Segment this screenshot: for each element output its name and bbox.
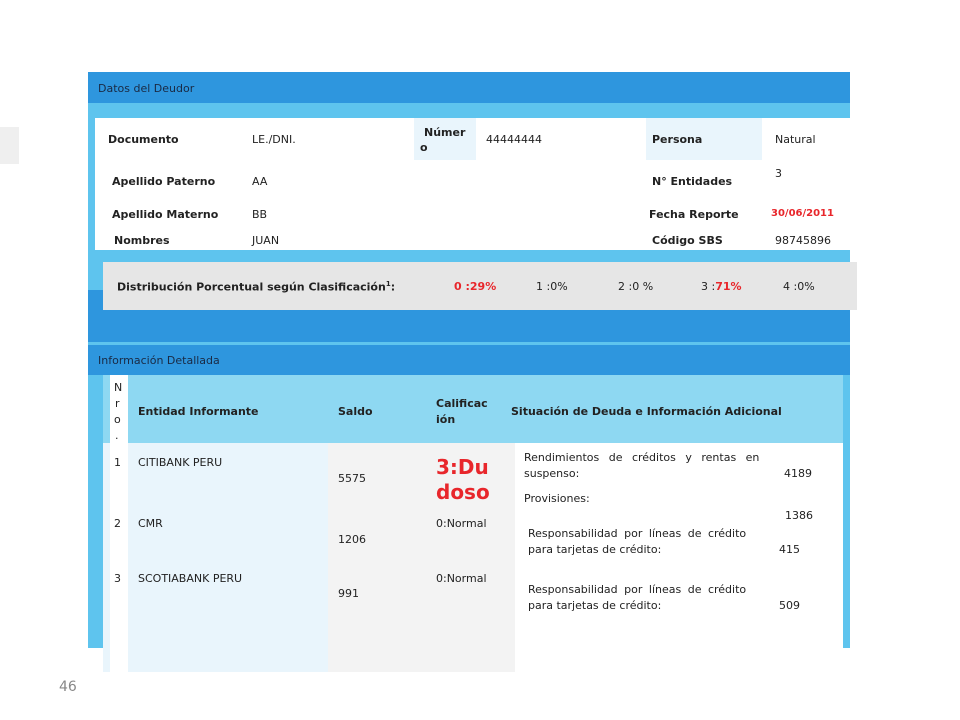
rendimientos-value: 4189 bbox=[784, 467, 812, 480]
detalle-header-band: Información Detallada bbox=[88, 345, 850, 375]
apellido-paterno-label: Apellido Paterno bbox=[112, 175, 216, 188]
fecha-reporte-label: Fecha Reporte bbox=[649, 208, 739, 221]
numero-label-line1: Númer bbox=[424, 126, 466, 139]
header-nro-1: N bbox=[114, 381, 123, 394]
distribucion-superscript: 1 bbox=[385, 280, 391, 288]
header-situacion: Situación de Deuda e Información Adicion… bbox=[511, 405, 782, 418]
row1-calificacion-1: 3:Du bbox=[436, 455, 489, 479]
detalle-table-header bbox=[103, 375, 843, 443]
clasificacion-3: 3 :71% bbox=[701, 280, 742, 293]
nombres-label: Nombres bbox=[114, 234, 170, 247]
clasificacion-2: 2 :0 % bbox=[618, 280, 654, 293]
header-nro-4: . bbox=[115, 429, 119, 442]
apellido-materno-label: Apellido Materno bbox=[112, 208, 219, 221]
rendimientos-line1: Rendimientos de créditos y rentas en bbox=[524, 451, 760, 464]
header-nro-3: o bbox=[114, 413, 121, 426]
row3-calificacion: 0:Normal bbox=[436, 572, 487, 585]
header-saldo: Saldo bbox=[338, 405, 373, 418]
apellido-paterno-value: AA bbox=[252, 175, 268, 188]
numero-label-line2: o bbox=[420, 141, 428, 154]
deudor-header-band: Datos del Deudor bbox=[88, 72, 850, 103]
provisiones-label: Provisiones: bbox=[524, 492, 590, 505]
row2-calificacion: 0:Normal bbox=[436, 517, 487, 530]
nombres-value: JUAN bbox=[252, 234, 280, 247]
codigo-sbs-value: 98745896 bbox=[775, 234, 831, 247]
row1-entidad: CITIBANK PERU bbox=[138, 456, 223, 469]
header-calificacion-1: Calificac bbox=[436, 397, 488, 410]
responsabilidad2-value: 509 bbox=[779, 599, 800, 612]
row2-entidad: CMR bbox=[138, 517, 163, 530]
responsabilidad2-line2: para tarjetas de crédito: bbox=[528, 599, 662, 612]
clasificacion-0: 0 :29% bbox=[454, 280, 497, 293]
provisiones-value: 1386 bbox=[785, 509, 813, 522]
header-calificacion-2: ión bbox=[436, 413, 456, 426]
persona-label: Persona bbox=[652, 133, 703, 146]
row1-saldo: 5575 bbox=[338, 472, 366, 485]
entidad-column-bg bbox=[103, 443, 328, 672]
deudor-section-title: Datos del Deudor bbox=[98, 82, 195, 95]
clasificacion-3-prefix: 3 : bbox=[701, 280, 716, 293]
fecha-reporte-value: 30/06/2011 bbox=[771, 208, 834, 219]
distribucion-colon: : bbox=[390, 280, 396, 294]
row1-nro: 1 bbox=[114, 456, 121, 469]
responsabilidad2-line1: Responsabilidad por líneas de crédito bbox=[528, 583, 747, 596]
row3-saldo: 991 bbox=[338, 587, 359, 600]
responsabilidad1-value: 415 bbox=[779, 543, 800, 556]
numero-value: 44444444 bbox=[486, 133, 542, 146]
apellido-materno-value: BB bbox=[252, 208, 268, 221]
persona-label-box bbox=[646, 118, 762, 160]
header-nro-2: r bbox=[115, 397, 120, 410]
clasificacion-3-value: 71% bbox=[715, 280, 742, 293]
row2-nro: 2 bbox=[114, 517, 121, 530]
documento-label: Documento bbox=[108, 133, 179, 146]
nro-column-bg bbox=[110, 443, 128, 672]
side-tab bbox=[0, 127, 19, 164]
responsabilidad1-line2: para tarjetas de crédito: bbox=[528, 543, 662, 556]
page-number: 46 bbox=[59, 679, 77, 695]
distribucion-label-text: Distribución Porcentual según Clasificac… bbox=[117, 280, 386, 294]
row3-entidad: SCOTIABANK PERU bbox=[138, 572, 243, 585]
rendimientos-line2: suspenso: bbox=[524, 467, 580, 480]
row2-saldo: 1206 bbox=[338, 533, 366, 546]
row3-nro: 3 bbox=[114, 572, 121, 585]
detalle-section-title: Información Detallada bbox=[98, 354, 220, 367]
responsabilidad1-line1: Responsabilidad por líneas de crédito bbox=[528, 527, 747, 540]
header-entidad: Entidad Informante bbox=[138, 405, 259, 418]
entidades-value: 3 bbox=[775, 167, 782, 180]
codigo-sbs-label: Código SBS bbox=[652, 234, 723, 247]
clasificacion-1: 1 :0% bbox=[536, 280, 568, 293]
documento-value: LE./DNI. bbox=[252, 133, 296, 146]
distribucion-label: Distribución Porcentual según Clasificac… bbox=[117, 280, 395, 294]
persona-value: Natural bbox=[775, 133, 816, 146]
numero-label-box bbox=[414, 118, 476, 160]
entidades-label: N° Entidades bbox=[652, 175, 733, 188]
distribucion-bar bbox=[103, 262, 857, 310]
clasificacion-4: 4 :0% bbox=[783, 280, 815, 293]
nro-header-cell bbox=[110, 375, 128, 443]
row1-calificacion-2: doso bbox=[436, 480, 490, 504]
situacion-column-bg bbox=[515, 443, 843, 672]
